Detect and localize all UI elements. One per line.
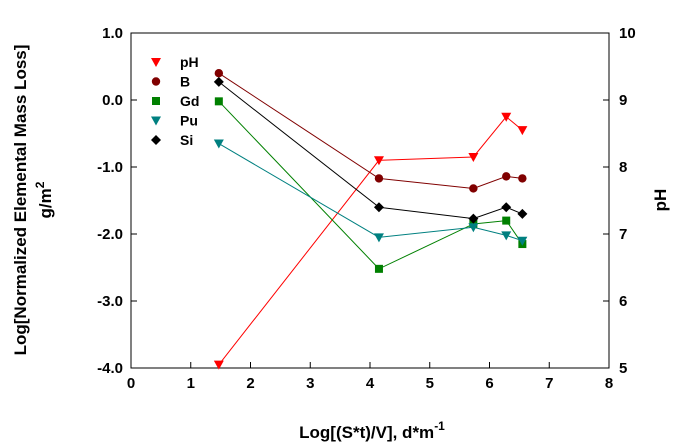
data-point-b bbox=[214, 69, 224, 78]
y-tick-label: -4.0 bbox=[97, 360, 123, 377]
legend-marker-ph bbox=[151, 58, 161, 67]
legend: pH B Gd Pu Si bbox=[151, 54, 199, 148]
legend-marker-pu bbox=[151, 116, 161, 126]
y-tick-label: 1.0 bbox=[102, 25, 123, 42]
y-axis-title-line2-superscript: 2 bbox=[33, 181, 47, 188]
data-point-gd bbox=[374, 264, 383, 273]
legend-label-si: Si bbox=[180, 132, 193, 148]
series-line-gd bbox=[218, 100, 523, 270]
data-point-b bbox=[518, 174, 527, 183]
y2-axis-title-text: pH bbox=[651, 189, 670, 212]
legend-marker-gd bbox=[152, 97, 160, 105]
x-axis-title: Log[(S*t)/V], d*m-1 bbox=[299, 419, 445, 442]
x-tick-label: 6 bbox=[485, 375, 493, 392]
legend-label-ph: pH bbox=[180, 54, 199, 70]
y-tick-label: -3.0 bbox=[97, 293, 123, 310]
x-tick-label: 4 bbox=[366, 375, 375, 392]
y2-tick-label: 5 bbox=[619, 360, 627, 377]
y-tick-label: -1.0 bbox=[97, 159, 123, 176]
legend-marker-si bbox=[151, 135, 161, 145]
data-point-b bbox=[374, 174, 384, 183]
x-axis-title-text: Log[(S*t)/V], d*m bbox=[299, 423, 434, 442]
data-point-si bbox=[517, 208, 528, 219]
y-tick-label: 0.0 bbox=[102, 92, 123, 109]
x-tick-label: 7 bbox=[545, 375, 553, 392]
legend-label-b: B bbox=[180, 74, 190, 90]
x-tick-label: 2 bbox=[246, 375, 254, 392]
data-point-gd bbox=[502, 216, 511, 225]
y2-tick-label: 7 bbox=[619, 226, 627, 243]
y2-axis-title: pH bbox=[651, 189, 670, 212]
y-axis-title-line2: g/m2 bbox=[33, 181, 55, 218]
data-point-si bbox=[468, 213, 479, 224]
data-point-si bbox=[373, 202, 384, 213]
legend-label-pu: Pu bbox=[180, 113, 198, 129]
data-point-ph bbox=[468, 152, 479, 162]
data-point-ph bbox=[501, 112, 512, 122]
series-pu bbox=[213, 139, 528, 246]
x-tick-label: 1 bbox=[187, 375, 195, 392]
x-tick-label: 0 bbox=[127, 375, 135, 392]
x-tick-label: 8 bbox=[605, 375, 613, 392]
data-point-pu bbox=[517, 236, 528, 246]
legend-marker-b bbox=[151, 77, 161, 86]
y2-tick-label: 10 bbox=[619, 25, 636, 42]
data-point-gd bbox=[214, 97, 223, 106]
x-tick-label: 5 bbox=[426, 375, 434, 392]
ticks: 0 1 2 3 4 5 6 7 8 -4.0 -3.0 -2.0 -1.0 0.0 1.0 5 6 7 8 9 10 bbox=[97, 25, 636, 392]
data-point-ph bbox=[517, 126, 528, 136]
data-point-b bbox=[469, 184, 478, 193]
data-point-b bbox=[502, 172, 511, 181]
data-point-pu bbox=[373, 233, 384, 243]
data-point-si bbox=[213, 76, 224, 87]
y-tick-label: -2.0 bbox=[97, 226, 123, 243]
y-axis-title-text: Log[Normalized Elemental Mass Loss] bbox=[11, 45, 30, 356]
y-axis-title-line2-text: g/m bbox=[36, 188, 55, 218]
x-axis-title-superscript: -1 bbox=[434, 419, 445, 433]
series-b bbox=[214, 69, 527, 193]
y2-tick-label: 6 bbox=[619, 293, 627, 310]
series-line-si bbox=[218, 81, 523, 220]
series-ph bbox=[213, 112, 528, 370]
x-tick-label: 3 bbox=[306, 375, 314, 392]
data-point-pu bbox=[501, 231, 512, 241]
y2-tick-label: 8 bbox=[619, 159, 627, 176]
y-axis-title: Log[Normalized Elemental Mass Loss] bbox=[11, 45, 30, 356]
data-point-pu bbox=[213, 139, 224, 149]
series-si bbox=[213, 76, 528, 224]
series-gd bbox=[214, 97, 527, 273]
data-point-ph bbox=[373, 156, 384, 166]
data-point-si bbox=[501, 202, 512, 213]
series-group bbox=[213, 69, 528, 370]
data-point-ph bbox=[213, 360, 224, 370]
y2-tick-label: 9 bbox=[619, 92, 627, 109]
legend-label-gd: Gd bbox=[180, 93, 199, 109]
data-point-pu bbox=[468, 223, 479, 233]
